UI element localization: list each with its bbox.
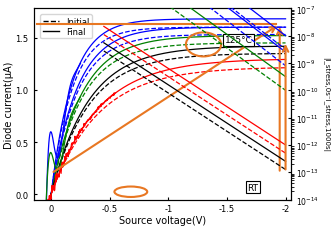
Text: 125°C: 125°C (225, 36, 253, 45)
Y-axis label: |I_stress,0s⁻I_stress,1000s|: |I_stress,0s⁻I_stress,1000s| (322, 57, 329, 152)
Y-axis label: Diode current(μA): Diode current(μA) (4, 61, 14, 148)
X-axis label: Source voltage(V): Source voltage(V) (119, 215, 206, 225)
Legend: Initial, Final: Initial, Final (40, 15, 92, 39)
Text: RT: RT (247, 183, 258, 192)
